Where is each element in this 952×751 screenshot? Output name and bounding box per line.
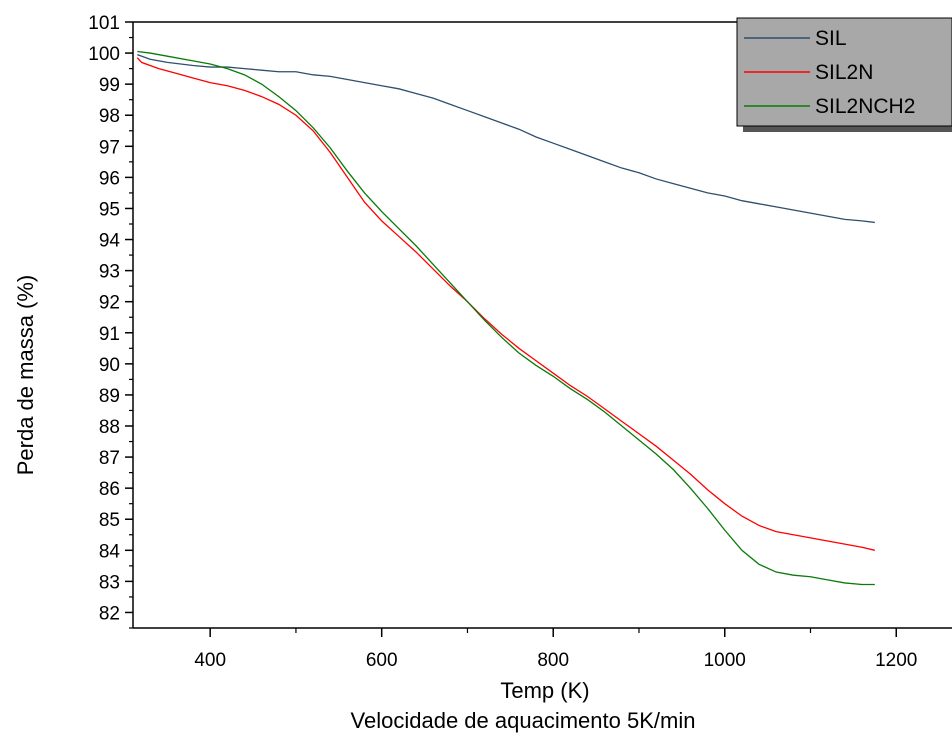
series-line-sil (137, 54, 875, 224)
y-tick-label-87: 87 (99, 448, 120, 469)
legend-label-sil2nch2: SIL2NCH2 (815, 95, 915, 118)
y-axis-title: Perda de massa (%) (13, 275, 38, 476)
chart-subtitle: Velocidade de aquacimento 5K/min (351, 708, 696, 733)
y-tick-label-84: 84 (99, 541, 121, 562)
y-tick-label-82: 82 (99, 603, 120, 624)
axis-ticks: 400 600 800 1000 1200 82 83 84 85 86 87 88 89 90 91 92 9… (88, 13, 917, 671)
y-tick-label-95: 95 (99, 199, 120, 220)
y-tick-label-98: 98 (99, 106, 120, 127)
legend-label-sil: SIL (815, 27, 847, 50)
series-lines (136, 50, 875, 586)
y-tick-label-99: 99 (99, 75, 120, 96)
x-tick-label-1000: 1000 (704, 650, 746, 671)
y-tick-label-88: 88 (99, 417, 120, 438)
x-axis-title: Temp (K) (500, 678, 589, 703)
series-line-sil2n (136, 57, 875, 551)
x-tick-label-600: 600 (366, 650, 398, 671)
x-tick-label-400: 400 (194, 650, 226, 671)
legend-label-sil2n: SIL2N (815, 61, 873, 84)
x-tick-label-800: 800 (537, 650, 569, 671)
x-tick-label-1200: 1200 (875, 650, 917, 671)
y-tick-label-93: 93 (99, 262, 120, 283)
y-tick-label-94: 94 (99, 231, 121, 252)
series-line-sil2nch2 (137, 50, 875, 586)
y-tick-label-85: 85 (99, 510, 120, 531)
y-tick-label-97: 97 (99, 137, 120, 158)
y-tick-label-91: 91 (99, 324, 120, 345)
y-tick-label-100: 100 (88, 44, 120, 65)
y-tick-label-89: 89 (99, 386, 120, 407)
y-tick-label-83: 83 (99, 572, 120, 593)
y-tick-label-96: 96 (99, 168, 120, 189)
y-tick-label-90: 90 (99, 355, 120, 376)
y-tick-label-86: 86 (99, 479, 120, 500)
legend: SIL SIL2N SIL2NCH2 (736, 17, 952, 132)
y-tick-label-92: 92 (99, 293, 120, 314)
axes (132, 21, 952, 629)
y-tick-label-101: 101 (88, 13, 120, 34)
